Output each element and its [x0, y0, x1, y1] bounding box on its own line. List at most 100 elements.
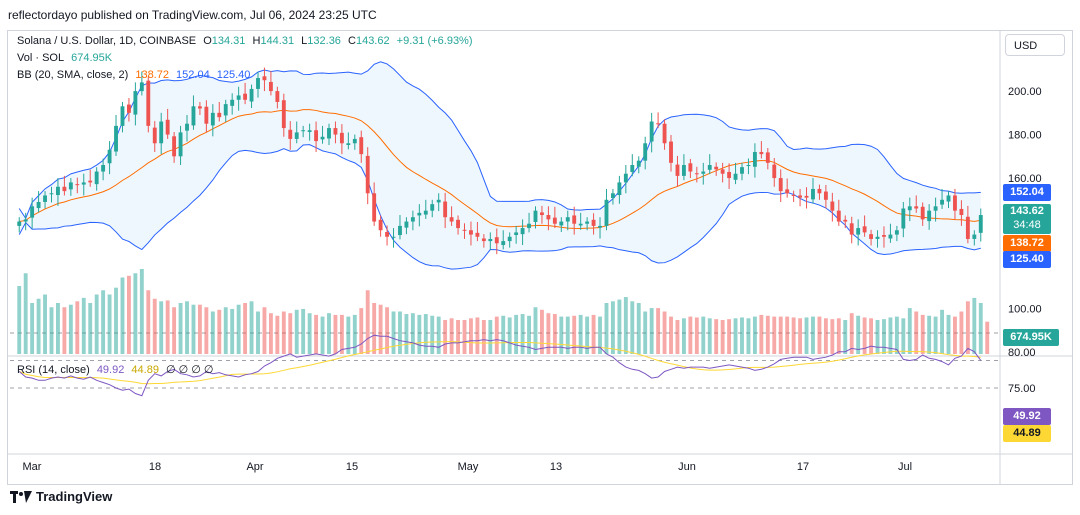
volume-bar: [746, 318, 751, 354]
candle-body: [410, 217, 415, 222]
candle-body: [540, 212, 544, 216]
candle-body: [669, 141, 673, 163]
volume-bar: [540, 309, 544, 354]
volume-bar: [669, 316, 673, 354]
candle-body: [288, 129, 293, 139]
volume-bar: [404, 314, 409, 354]
volume-bar: [882, 319, 886, 354]
candle-body: [456, 219, 460, 229]
volume-bar: [727, 319, 732, 354]
volume-bar: [378, 304, 383, 354]
volume-bar: [623, 297, 628, 354]
bb-basis-value: 138.72: [135, 69, 169, 81]
candle-body: [546, 215, 551, 220]
candle-body: [178, 132, 183, 157]
rsi-extra: ∅ ∅ ∅ ∅: [166, 364, 214, 376]
candle-body: [804, 195, 809, 198]
candle-body: [772, 164, 777, 179]
candle-body: [352, 138, 357, 144]
candle-body: [662, 123, 667, 144]
volume-bar: [139, 269, 144, 354]
candle-body: [636, 160, 641, 167]
candle-body: [307, 130, 312, 132]
candle-body: [501, 241, 506, 246]
volume-bar: [920, 314, 925, 354]
time-tick-label: 13: [550, 461, 562, 473]
volume-bar: [249, 301, 254, 354]
volume-bar: [675, 320, 680, 354]
price-tick-label: 180.00: [1008, 130, 1042, 142]
volume-bar: [875, 320, 880, 354]
volume-bar: [385, 307, 390, 354]
volume-bar: [352, 314, 357, 354]
volume-bar: [953, 316, 957, 354]
badge-countdown: 34:48: [1013, 219, 1041, 231]
volume-bar: [391, 311, 396, 354]
candle-body: [481, 238, 486, 242]
volume-bar: [126, 275, 131, 354]
footer-brand: TradingView: [10, 489, 112, 504]
volume-bar: [811, 316, 815, 354]
candle-body: [49, 193, 54, 195]
candle-body: [159, 121, 164, 144]
candle-body: [294, 132, 299, 139]
volume-bar: [75, 301, 80, 354]
volume-bar: [585, 316, 590, 354]
volume-bar: [565, 316, 570, 354]
candle-body: [591, 219, 596, 226]
volume-label: Vol · SOL: [17, 52, 65, 64]
candle-body: [817, 188, 822, 194]
candle-body: [114, 125, 118, 152]
candle-body: [972, 234, 977, 239]
time-tick-label: 15: [346, 461, 358, 473]
candle-body: [978, 215, 983, 233]
candle-body: [101, 165, 106, 172]
candle-body: [740, 167, 744, 174]
currency-button[interactable]: USD: [1005, 34, 1065, 56]
volume-bar: [333, 314, 338, 354]
volume-bar: [372, 303, 377, 354]
candle-body: [920, 206, 925, 220]
candle-body: [327, 128, 331, 139]
candle-body: [488, 238, 493, 242]
volume-bar: [559, 316, 564, 354]
candle-body: [791, 195, 796, 197]
volume-bar: [488, 320, 493, 354]
candle-body: [365, 155, 370, 194]
rsi-line: [18, 334, 982, 397]
candle-body: [630, 165, 635, 172]
candle-body: [185, 123, 189, 131]
rsi-label: RSI (14, close): [17, 364, 90, 376]
volume-bar: [598, 316, 602, 354]
volume-bar: [101, 290, 106, 354]
bb-lower-value: 125.40: [216, 69, 251, 81]
volume-bar: [456, 320, 460, 354]
candle-body: [901, 208, 906, 229]
time-tick-label: May: [458, 461, 479, 473]
volume-bar: [507, 317, 512, 354]
volume-bar: [43, 294, 47, 354]
volume-bar: [765, 315, 770, 354]
candle-body: [30, 206, 35, 218]
volume-bar: [830, 319, 835, 354]
volume-bar: [836, 318, 841, 354]
volume-bar: [714, 319, 719, 354]
volume-bar: [985, 321, 990, 354]
volume-bar: [165, 300, 170, 354]
candle-body: [707, 165, 712, 170]
candle-body: [469, 230, 473, 235]
volume-bar: [398, 311, 402, 354]
volume-bar: [817, 316, 822, 354]
volume-bar: [443, 320, 448, 354]
candle-body: [88, 180, 93, 183]
volume-bar: [733, 318, 738, 354]
candle-body: [552, 217, 557, 224]
volume-bar: [449, 318, 454, 354]
candle-body: [346, 143, 351, 146]
volume-bar: [107, 294, 112, 354]
candle-body: [869, 234, 874, 239]
volume-bar: [940, 309, 944, 354]
time-tick-label: 17: [797, 461, 809, 473]
volume-bar: [68, 304, 73, 354]
